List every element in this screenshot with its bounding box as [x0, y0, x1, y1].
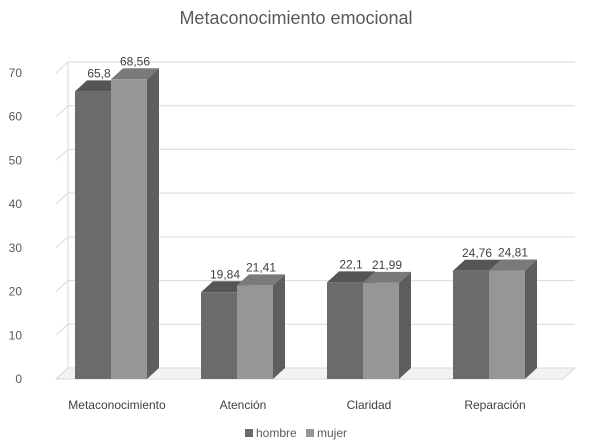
bar-top-mujer-atencion: [237, 274, 285, 286]
legend: hombre mujer: [0, 426, 592, 440]
bar-side-mujer-atencion: [273, 274, 285, 379]
bar-hombre-reparacion: [453, 270, 489, 379]
bar-hombre-metaconocimiento: [75, 91, 111, 380]
bar-side-mujer-reparacion: [525, 259, 537, 379]
bar-side-mujer-metaconocimiento: [147, 68, 159, 379]
y-tick-label: 60: [9, 110, 23, 124]
legend-label-hombre: hombre: [255, 426, 297, 440]
y-tick-label: 0: [15, 372, 22, 386]
data-label-hombre-reparacion: 24,76: [462, 246, 492, 260]
legend-swatch-mujer: [306, 429, 314, 437]
gridline: [55, 192, 575, 205]
gridline: [55, 148, 575, 161]
data-label-mujer-reparacion: 24,81: [498, 246, 528, 260]
x-tick-label-metaconocimiento: Metaconocimiento: [68, 398, 166, 412]
chart-title: Metaconocimiento emocional: [179, 8, 413, 28]
gridline: [55, 105, 575, 118]
bar-mujer-atencion: [237, 285, 273, 379]
y-tick-label: 20: [9, 285, 23, 299]
legend-item-hombre: hombre: [244, 426, 297, 440]
y-tick-label: 30: [9, 241, 23, 255]
bar-mujer-reparacion: [489, 270, 525, 379]
bar-mujer-metaconocimiento: [111, 79, 147, 379]
bar-top-mujer-reparacion: [489, 259, 537, 271]
data-label-hombre-metaconocimiento: 65,8: [87, 66, 111, 80]
legend-label-mujer: mujer: [317, 426, 348, 440]
data-label-mujer-metaconocimiento: 68,56: [120, 54, 150, 68]
x-tick-label-reparacion: Reparación: [464, 398, 525, 412]
bar-mujer-claridad: [363, 282, 399, 379]
x-tick-label-atencion: Atención: [220, 398, 267, 412]
y-tick-label: 10: [9, 328, 23, 342]
bar-top-hombre-claridad: [327, 271, 375, 283]
data-label-hombre-atencion: 19,84: [210, 267, 240, 281]
data-label-mujer-claridad: 21,99: [372, 258, 402, 272]
bar-hombre-claridad: [327, 282, 363, 379]
bar-side-mujer-claridad: [399, 271, 411, 379]
bar-hombre-atencion: [201, 292, 237, 379]
bar-top-hombre-reparacion: [453, 259, 501, 271]
legend-swatch-hombre: [244, 429, 253, 437]
legend-item-mujer: mujer: [306, 426, 347, 440]
y-tick-label: 70: [9, 66, 23, 80]
gridline: [55, 236, 575, 249]
y-tick-label: 50: [9, 153, 23, 167]
x-tick-label-claridad: Claridad: [347, 398, 392, 412]
bar-top-mujer-metaconocimiento: [111, 68, 159, 80]
bar-top-mujer-claridad: [363, 271, 411, 283]
gridline: [55, 61, 575, 74]
data-label-mujer-atencion: 21,41: [246, 260, 276, 274]
data-label-hombre-claridad: 22,1: [339, 257, 363, 271]
y-tick-label: 40: [9, 197, 23, 211]
